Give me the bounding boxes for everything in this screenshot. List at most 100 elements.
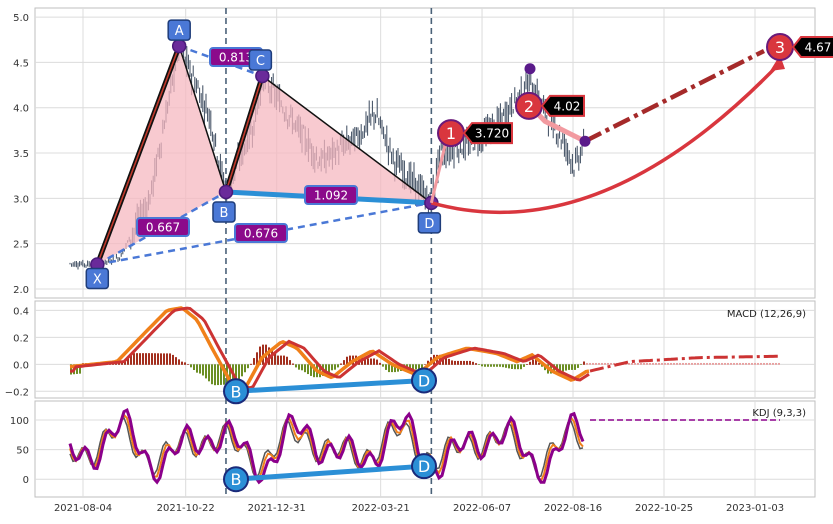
- point-label-text: X: [93, 272, 102, 287]
- macd-hist-bar: [127, 357, 129, 365]
- macd-hist-bar: [739, 362, 741, 365]
- target-3: 3 4.67: [766, 32, 833, 61]
- divergence-circle: [223, 466, 249, 493]
- macd-hist-bar: [538, 362, 540, 365]
- leg-xa-inner: [96, 45, 180, 265]
- macd-hist-bar: [727, 362, 729, 365]
- macd-hist-bar: [415, 364, 417, 370]
- macd-hist-bar: [766, 362, 768, 365]
- macd-hist-bar: [382, 364, 384, 367]
- x-tick-label: 2021-08-04: [54, 503, 112, 514]
- point-label-text: D: [424, 217, 434, 232]
- macd-hist-bar: [694, 362, 696, 365]
- kdj-panel-label: KDJ (9,3,3): [752, 408, 806, 419]
- ratio-box-xb: 0.667: [136, 217, 190, 237]
- macd-hist-bar: [691, 362, 693, 365]
- macd-hist-bar: [748, 362, 750, 365]
- macd-hist-bar: [751, 362, 753, 365]
- macd-hist-bar: [418, 364, 420, 370]
- point-label-c: C: [248, 49, 273, 71]
- macd-hist-bar: [778, 362, 780, 365]
- macd-hist-bar: [328, 364, 330, 373]
- macd-hist-bar: [70, 364, 72, 375]
- macd-hist-bar: [730, 362, 732, 365]
- macd-hist-bar: [280, 355, 282, 365]
- point-label-b: B: [212, 201, 236, 223]
- point-label-text: C: [256, 54, 265, 69]
- macd-hist-bar: [661, 362, 663, 365]
- ratio-label: 0.813: [219, 51, 253, 65]
- macd-hist-bar: [628, 362, 630, 365]
- macd-hist-bar: [649, 362, 651, 365]
- target-1: 1 3.720: [437, 119, 513, 148]
- macd-hist-bar: [595, 362, 597, 365]
- macd-hist-bar: [520, 364, 522, 370]
- macd-hist-bar: [634, 362, 636, 365]
- macd-hist-bar: [199, 364, 201, 374]
- macd-hist-bar: [247, 364, 249, 369]
- macd-hist-bar: [148, 353, 150, 365]
- point-label-bg: [248, 49, 273, 71]
- point-marker-a: [171, 38, 187, 54]
- macd-hist-bar: [571, 364, 573, 370]
- macd-hist-bar: [445, 357, 447, 365]
- macd-hist-bar: [532, 359, 534, 365]
- macd-hist-bar: [763, 362, 765, 365]
- price-y-tick-label: 5.0: [13, 13, 29, 24]
- macd-hist-bar: [337, 364, 339, 368]
- macd-hist-bar: [292, 363, 294, 365]
- macd-hist-bar: [160, 353, 162, 365]
- macd-hist-bar: [241, 364, 243, 377]
- target-path: [583, 48, 766, 144]
- macd-hist-bar: [472, 361, 474, 365]
- divergence-circle: [223, 378, 249, 405]
- swing-high-marker: [524, 63, 536, 75]
- macd-hist-bar: [370, 358, 372, 365]
- ratio-label: 1.092: [314, 189, 348, 203]
- target-number: 2: [524, 97, 534, 116]
- macd-hist-bar: [580, 364, 582, 365]
- ratio-label: 0.667: [146, 221, 180, 235]
- macd-hist-bar: [313, 364, 315, 378]
- macd-hist-bar: [343, 360, 345, 365]
- macd-projection-line: [589, 354, 779, 373]
- macd-hist-bar: [304, 364, 306, 373]
- macd-hist-bar: [757, 362, 759, 365]
- macd-hist-bar: [301, 364, 303, 371]
- macd-hist-bar: [508, 364, 510, 369]
- macd-hist-bar: [277, 355, 279, 365]
- macd-hist-bar: [367, 358, 369, 365]
- macd-hist-bar: [502, 364, 504, 368]
- macd-hist-bar: [172, 354, 174, 365]
- price-y-tick-label: 2.5: [13, 240, 29, 251]
- macd-hist-bar: [610, 362, 612, 365]
- macd-hist-bar: [202, 364, 204, 376]
- macd-divergence-point-b: B: [223, 378, 249, 405]
- macd-hist-bar: [340, 363, 342, 365]
- macd-hist-bar: [565, 364, 567, 371]
- macd-hist-bar: [424, 364, 426, 365]
- macd-hist-bar: [559, 364, 561, 373]
- point-label-bg: [417, 212, 442, 234]
- macd-hist-bar: [460, 360, 462, 365]
- macd-hist-bar: [187, 364, 189, 365]
- macd-hist-bar: [283, 355, 285, 365]
- leg-bc-inner: [225, 75, 264, 193]
- macd-hist-bar: [775, 362, 777, 365]
- macd-hist-bar: [145, 353, 147, 365]
- point-label-bg: [85, 267, 110, 290]
- macd-hist-bar: [412, 364, 414, 370]
- macd-hist-bar: [256, 352, 258, 365]
- macd-hist-bar: [481, 364, 483, 367]
- ratio-box-bg: [234, 223, 288, 243]
- macd-hist-bar: [238, 364, 240, 381]
- macd-hist-bar: [637, 362, 639, 365]
- macd-hist-bar: [742, 362, 744, 365]
- macd-hist-bar: [157, 353, 159, 365]
- macd-hist-bar: [289, 360, 291, 365]
- macd-hist-bar: [568, 364, 570, 370]
- macd-hist-bar: [715, 362, 717, 365]
- target-value: 4.02: [554, 99, 581, 113]
- macd-hist-bar: [754, 362, 756, 365]
- macd-hist-bar: [274, 352, 276, 365]
